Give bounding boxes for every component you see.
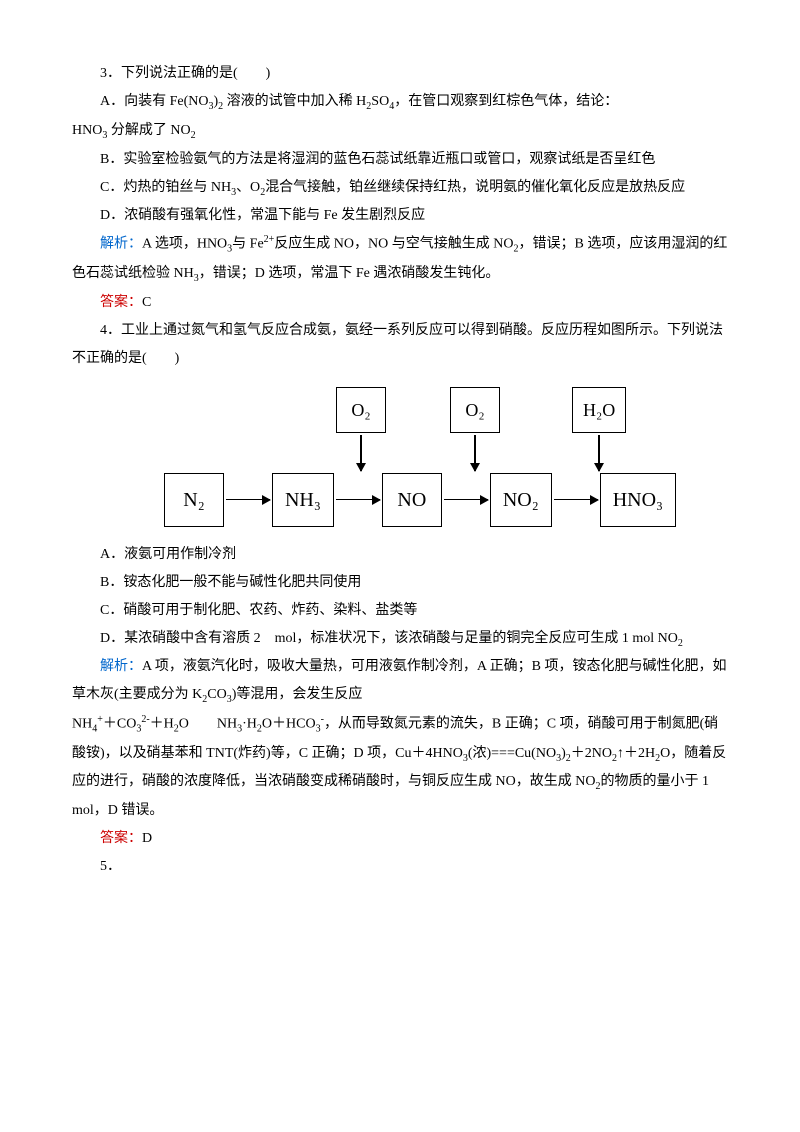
text: NH xyxy=(72,717,92,732)
q3-option-a-line1: A．向装有 Fe(NO3)2 溶液的试管中加入稀 H2SO4，在管口观察到红棕色… xyxy=(72,88,728,117)
text: 反应生成 NO，NO 与空气接触生成 NO xyxy=(274,237,513,252)
text: ·H xyxy=(242,717,257,732)
diagram-node-no2: NO₂ xyxy=(490,473,552,527)
text: ，错误；D 选项，常温下 Fe 遇浓硝酸发生钝化。 xyxy=(199,266,500,281)
down-arrow-icon xyxy=(360,435,362,471)
q4-option-d: D．某浓硝酸中含有溶质 2 mol，标准状况下，该浓硝酸与足量的铜完全反应可生成… xyxy=(72,625,728,654)
text: HNO xyxy=(72,123,102,138)
text: 溶液的试管中加入稀 H xyxy=(227,94,367,109)
text: ↑＋2H xyxy=(617,746,655,761)
document-page: 3．下列说法正确的是( ) A．向装有 Fe(NO3)2 溶液的试管中加入稀 H… xyxy=(0,0,800,921)
answer-value: C xyxy=(142,295,151,310)
q3-option-b: B．实验室检验氨气的方法是将湿润的蓝色石蕊试纸靠近瓶口或管口，观察试纸是否呈红色 xyxy=(72,146,728,174)
input-col-3: H₂O xyxy=(572,387,626,473)
q3-option-c: C．灼热的铂丝与 NH3、O2混合气接触，铂丝继续保持红热，说明氨的催化氧化反应… xyxy=(72,174,728,203)
q3-analysis: 解析：A 选项，HNO3与 Fe2+反应生成 NO，NO 与空气接触生成 NO2… xyxy=(72,230,728,288)
sub: 3 xyxy=(316,724,321,735)
answer-label: 答案： xyxy=(100,295,142,310)
diagram-node-nh3: NH₃ xyxy=(272,473,334,527)
diagram-inner: O₂ O₂ H₂O N₂ NH₃ NO xyxy=(164,387,676,527)
q4-option-c: C．硝酸可用于制化肥、农药、炸药、染料、盐类等 xyxy=(72,597,728,625)
analysis-label: 解析： xyxy=(100,659,142,674)
right-arrow-icon xyxy=(444,499,488,501)
sub: 2 xyxy=(191,130,196,141)
diagram-main-row: N₂ NH₃ NO NO₂ HNO₃ xyxy=(164,473,676,527)
q4-analysis-line2: NH4+＋CO32-＋H2O NH3·H2O＋HCO3-，从而导致氮元素的流失，… xyxy=(72,710,728,825)
input-col-2: O₂ xyxy=(450,387,500,473)
text: CO xyxy=(207,687,226,702)
text: A 选项，HNO xyxy=(142,237,227,252)
text: A．向装有 Fe(NO xyxy=(100,94,209,109)
sub: 3 xyxy=(136,724,141,735)
text: )等混用，会发生反应 xyxy=(232,687,363,702)
diagram-node-no: NO xyxy=(382,473,442,527)
sub: 3 xyxy=(209,101,214,112)
q3-option-a-line2: HNO3 分解成了 NO2 xyxy=(72,117,728,146)
text: ，在管口观察到红棕色气体，结论： xyxy=(394,94,618,109)
q4-stem: 4．工业上通过氮气和氢气反应合成氨，氨经一系列反应可以得到硝酸。反应历程如图所示… xyxy=(72,317,728,373)
analysis-label: 解析： xyxy=(100,237,142,252)
text: O NH xyxy=(179,717,237,732)
text: 、O xyxy=(236,180,260,195)
sub: 3 xyxy=(102,130,107,141)
sub: 2 xyxy=(218,101,223,112)
answer-value: D xyxy=(142,831,152,846)
answer-label: 答案： xyxy=(100,831,142,846)
q3-stem: 3．下列说法正确的是( ) xyxy=(72,60,728,88)
right-arrow-icon xyxy=(336,499,380,501)
q3-option-d: D．浓硝酸有强氧化性，常温下能与 Fe 发生剧烈反应 xyxy=(72,202,728,230)
q4-analysis-line1: 解析：A 项，液氨汽化时，吸收大量热，可用液氨作制冷剂，A 正确；B 项，铵态化… xyxy=(72,653,728,710)
reaction-diagram: O₂ O₂ H₂O N₂ NH₃ NO xyxy=(112,387,728,527)
sub: 2 xyxy=(366,101,371,112)
sup: 2+ xyxy=(264,234,275,245)
sub: 2 xyxy=(678,637,683,648)
q4-option-b: B．铵态化肥一般不能与碱性化肥共同使用 xyxy=(72,569,728,597)
diagram-input-o2-2: O₂ xyxy=(450,387,500,433)
diagram-node-hno3: HNO₃ xyxy=(600,473,676,527)
diagram-node-n2: N₂ xyxy=(164,473,224,527)
text: ＋H xyxy=(150,717,174,732)
text: ＋CO xyxy=(103,717,136,732)
text: A 项，液氨汽化时，吸收大量热，可用液氨作制冷剂，A 正确；B 项，铵态化肥与碱… xyxy=(72,659,727,702)
right-arrow-icon xyxy=(226,499,270,501)
down-arrow-icon xyxy=(598,435,600,471)
input-col-1: O₂ xyxy=(336,387,386,473)
text: D．某浓硝酸中含有溶质 2 mol，标准状况下，该浓硝酸与足量的铜完全反应可生成… xyxy=(100,631,678,646)
text: 分解成了 NO xyxy=(111,123,191,138)
right-arrow-icon xyxy=(554,499,598,501)
down-arrow-icon xyxy=(474,435,476,471)
text: (浓)===Cu(NO xyxy=(468,746,556,761)
diagram-top-row: O₂ O₂ H₂O xyxy=(164,387,676,473)
q5-stem: 5． xyxy=(72,853,728,881)
text: 与 Fe xyxy=(232,237,264,252)
q3-answer: 答案：C xyxy=(72,289,728,317)
text: ＋2NO xyxy=(571,746,612,761)
sub: 4 xyxy=(92,724,97,735)
text: O＋HCO xyxy=(262,717,316,732)
text: C．灼热的铂丝与 NH xyxy=(100,180,231,195)
sup: 2- xyxy=(141,714,149,725)
q4-option-a: A．液氨可用作制冷剂 xyxy=(72,541,728,569)
text: 混合气接触，铂丝继续保持红热，说明氨的催化氧化反应是放热反应 xyxy=(265,180,685,195)
diagram-input-h2o: H₂O xyxy=(572,387,626,433)
diagram-input-o2-1: O₂ xyxy=(336,387,386,433)
q4-answer: 答案：D xyxy=(72,825,728,853)
